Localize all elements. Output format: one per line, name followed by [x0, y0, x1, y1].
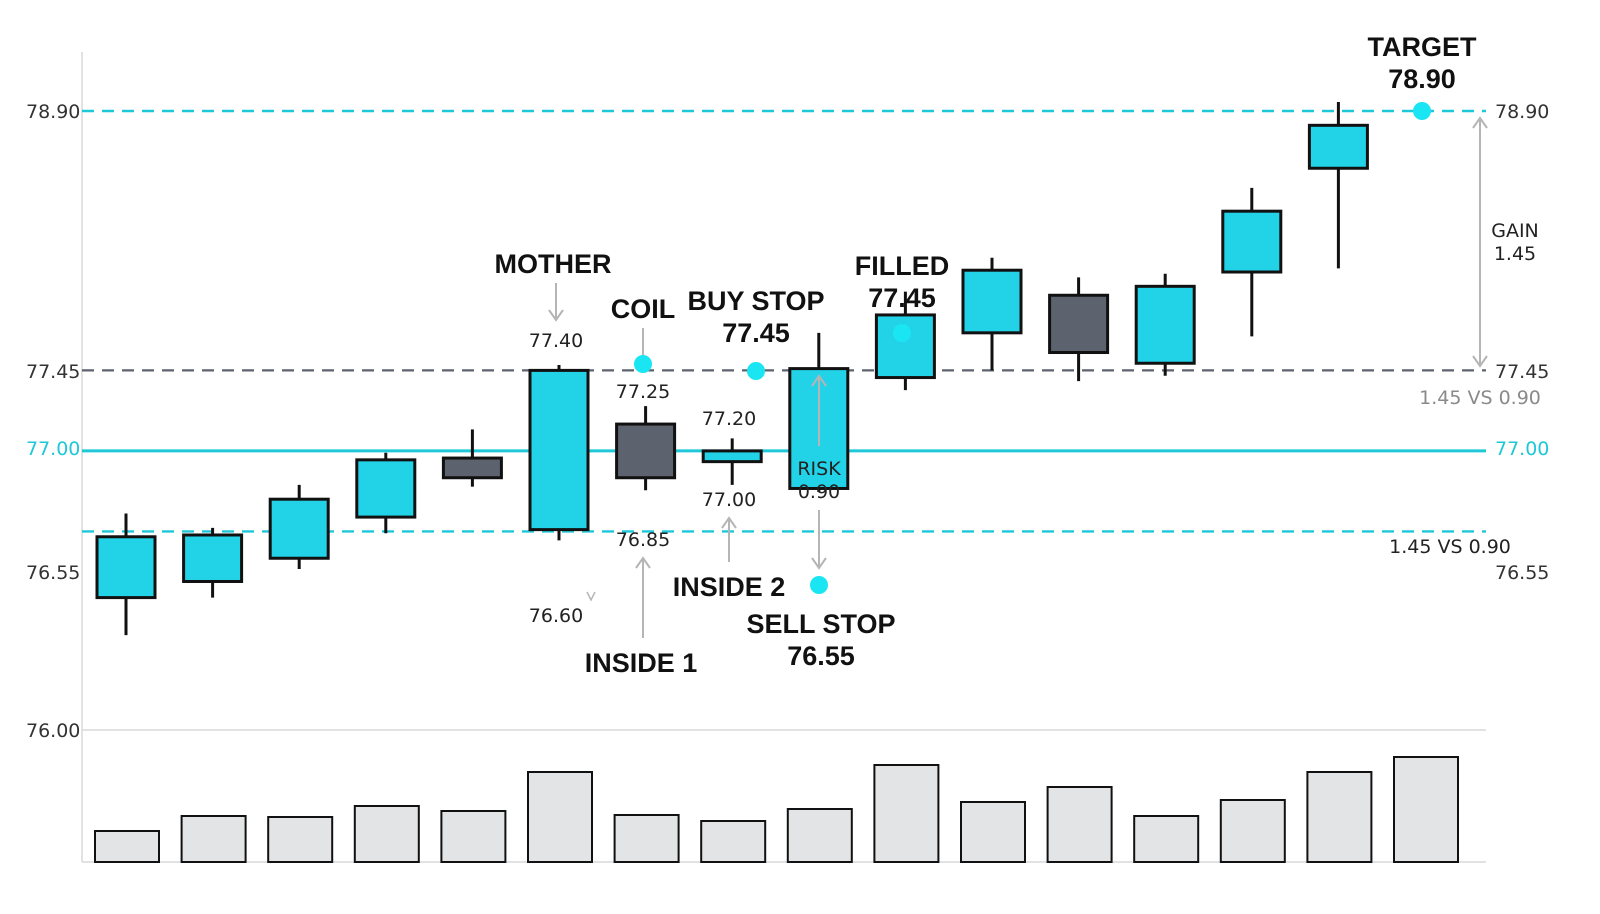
- sell-stop-marker: [810, 576, 828, 594]
- volume-bar-3: [267, 816, 334, 863]
- level-label-sell-stop: 76.55: [1495, 562, 1549, 584]
- annot-target-value: 78.90: [1388, 64, 1456, 94]
- y-tick-left-78-90: 78.90: [26, 101, 80, 123]
- candle-body: [95, 535, 157, 600]
- y-tick-left-77-45: 77.45: [26, 361, 80, 383]
- annot-ratio-lower: 1.45 VS 0.90: [1389, 536, 1511, 558]
- annot-mother-high: 77.40: [529, 330, 583, 352]
- annot-inside2: INSIDE 2: [673, 572, 786, 602]
- candle-3: [268, 484, 330, 569]
- annot-buy-stop-value: 77.45: [722, 318, 790, 348]
- candle-7: [615, 406, 677, 491]
- volume-bar-16: [1393, 756, 1459, 863]
- annot-ratio-upper: 1.45 VS 0.90: [1419, 387, 1541, 409]
- volume-bar-11: [960, 801, 1026, 863]
- candle-5: [441, 429, 503, 487]
- candle-body: [268, 497, 330, 560]
- arrowhead-mother: [548, 309, 564, 322]
- candle-body: [355, 458, 417, 519]
- annot-inside2-high: 77.20: [702, 408, 756, 430]
- y-tick-left-76-55: 76.55: [26, 562, 80, 584]
- candle-14: [1221, 187, 1283, 337]
- candle-8: [701, 438, 763, 485]
- annot-coil: COIL: [611, 294, 676, 324]
- gain-arrowhead-down: [1472, 355, 1488, 368]
- grid-layer: [81, 52, 1486, 863]
- volume-bar-1: [94, 830, 160, 863]
- candle-body: [874, 313, 936, 380]
- volume-bar-9: [786, 808, 853, 863]
- candle-11: [961, 257, 1023, 371]
- annotations: 78.90 77.45 77.00 76.55 76.00 78.90 77.4…: [26, 32, 1549, 742]
- candle-15: [1307, 102, 1369, 269]
- annot-filled-title: FILLED: [855, 251, 950, 281]
- candle-10: [874, 291, 936, 391]
- buy-stop-marker: [747, 362, 765, 380]
- volume-bar-6: [527, 771, 593, 863]
- candle-4: [355, 452, 417, 534]
- candle-body: [701, 449, 763, 464]
- annot-inside1-high: 77.25: [616, 381, 670, 403]
- level-label-buy-stop: 77.45: [1495, 361, 1549, 383]
- level-label-target: 78.90: [1495, 101, 1549, 123]
- target-marker: [1413, 102, 1431, 120]
- candle-body: [961, 268, 1023, 335]
- candle-13: [1134, 273, 1196, 376]
- candle-body: [1221, 209, 1283, 274]
- arrowhead-inside2: [721, 516, 737, 529]
- annot-inside1: INSIDE 1: [585, 648, 698, 678]
- volume-bar-10: [873, 764, 940, 863]
- volume-bar-7: [613, 814, 680, 863]
- risk-arrowhead-down: [811, 557, 827, 570]
- y-tick-left-77-00: 77.00: [26, 438, 80, 460]
- annot-buy-stop-title: BUY STOP: [687, 286, 824, 316]
- annot-mother: MOTHER: [495, 249, 612, 279]
- candle-6: [528, 365, 590, 541]
- coil-marker: [634, 355, 652, 373]
- candle-body: [182, 533, 244, 583]
- candle-12: [1048, 277, 1110, 382]
- volume-bar-2: [180, 815, 247, 863]
- annot-gain-title: GAIN: [1491, 220, 1539, 242]
- candle-body: [615, 422, 677, 480]
- candle-1: [95, 513, 157, 636]
- volume-bar-15: [1306, 771, 1373, 863]
- arrowhead-mother-low: [586, 591, 596, 602]
- annot-gain-value: 1.45: [1494, 243, 1536, 265]
- filled-marker: [893, 324, 911, 342]
- annot-sell-stop-title: SELL STOP: [746, 609, 895, 639]
- price-levels: [82, 109, 1486, 533]
- level-label-entry: 77.00: [1495, 438, 1549, 460]
- candle-body: [1307, 123, 1369, 170]
- volume-bar-5: [440, 810, 507, 863]
- candle-body: [528, 368, 590, 532]
- candle-2: [182, 527, 244, 598]
- annot-mother-low: 76.60: [529, 605, 583, 627]
- annot-inside1-low: 76.85: [616, 529, 670, 551]
- candle-body: [1134, 284, 1196, 365]
- volume-bar-14: [1219, 799, 1286, 863]
- annot-sell-stop-value: 76.55: [787, 641, 855, 671]
- y-tick-left-76-00: 76.00: [26, 720, 80, 742]
- gain-arrowhead-up: [1472, 116, 1488, 129]
- annot-target-title: TARGET: [1368, 32, 1477, 62]
- annot-inside2-low: 77.00: [702, 489, 756, 511]
- arrowhead-inside1: [635, 556, 651, 569]
- annot-risk-value: 0.90: [798, 481, 840, 503]
- volume-bar-8: [700, 820, 767, 863]
- candle-body: [1048, 293, 1110, 355]
- annot-risk-title: RISK: [797, 458, 841, 480]
- risk-arrowhead-up: [811, 374, 827, 387]
- candles: [95, 102, 1369, 636]
- volume-bar-13: [1133, 815, 1200, 863]
- volume-bar-12: [1046, 786, 1113, 863]
- annot-filled-value: 77.45: [868, 283, 936, 313]
- candle-body: [441, 456, 503, 480]
- volume-bars: [94, 756, 1459, 863]
- volume-bar-4: [353, 805, 420, 863]
